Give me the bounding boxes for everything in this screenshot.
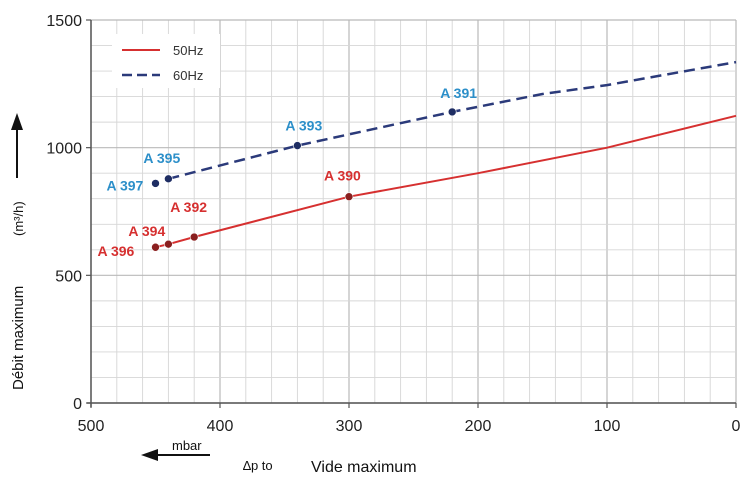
x-ticks: 500 400 300 200 100 0 [78,403,741,435]
y-arrow-icon [11,113,23,130]
legend-label-60hz: 60Hz [173,68,203,83]
point-label-a392: A 392 [170,199,207,215]
data-point-a394 [164,239,173,249]
y-tick-label: 1000 [46,141,82,158]
legend-label-50hz: 50Hz [173,43,203,58]
x-axis-label-group: mbar ∆p to Vide maximum [141,438,417,476]
x-arrow-icon [141,449,158,461]
x-tick-label: 500 [78,418,105,435]
x-tick-label: 300 [336,418,363,435]
legend-box [112,34,220,88]
data-point-a395 [164,174,173,184]
y-tick-label: 500 [55,268,82,285]
point-label-a390: A 390 [324,168,361,184]
axes [87,20,736,407]
y-axis-unit: (m³/h) [11,201,26,236]
y-ticks: 0 500 1000 1500 [46,13,91,413]
data-point-a390 [344,192,354,201]
point-label-a393: A 393 [285,118,322,134]
point-label-a395: A 395 [143,150,180,166]
data-points: A 396 A 394 A 392 A 390 A 397 A 395 A 393 A 391 [98,85,478,259]
data-point-a396 [151,242,160,252]
x-axis-title: Vide maximum [311,459,417,476]
y-axis-title: Débit maximum [10,286,27,390]
point-label-a396: A 396 [98,243,135,259]
legend: 50Hz 60Hz [112,34,220,88]
point-label-a394: A 394 [128,223,165,239]
x-tick-label: 200 [465,418,492,435]
data-point-a393 [293,141,302,150]
series-line-60hz [168,60,737,181]
x-axis-unit: mbar [172,438,202,453]
point-label-a391: A 391 [440,85,477,101]
point-label-a397: A 397 [107,177,144,193]
data-point-a391 [447,107,457,117]
y-axis-label-group: (m³/h) Débit maximum [10,113,27,390]
y-tick-label: 0 [73,396,82,413]
data-point-a397 [151,179,160,188]
x-tick-label: 100 [594,418,621,435]
data-point-a392 [189,232,199,242]
y-tick-label: 1500 [46,13,82,30]
x-tick-label: 400 [207,418,234,435]
x-tick-label: 0 [732,418,741,435]
x-axis-symbol: ∆p to [243,458,273,473]
